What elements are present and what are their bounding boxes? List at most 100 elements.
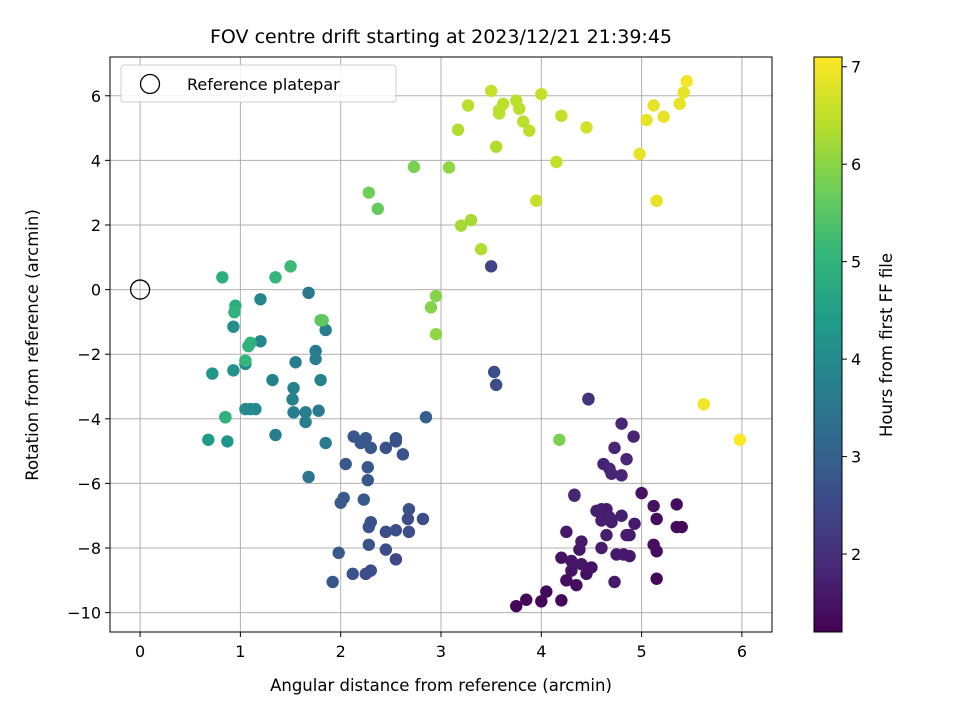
data-point — [254, 335, 267, 348]
data-point — [585, 561, 598, 574]
data-point — [389, 553, 403, 566]
data-point — [575, 557, 588, 571]
data-point — [520, 593, 533, 606]
reference-point-marker — [129, 279, 151, 300]
y-tick-label: −2 — [77, 345, 101, 364]
data-point — [582, 392, 595, 405]
data-point — [326, 575, 339, 589]
data-point — [402, 503, 416, 516]
data-point — [334, 496, 347, 509]
data-point — [312, 404, 325, 417]
y-tick-label: 6 — [91, 87, 101, 106]
data-point — [299, 406, 312, 419]
chart-title: FOV centre drift starting at 2023/12/21 … — [210, 26, 672, 48]
data-point — [555, 109, 568, 122]
data-point — [496, 97, 510, 111]
data-point — [299, 415, 312, 429]
data-point — [650, 512, 663, 526]
data-point — [228, 305, 241, 319]
data-point — [461, 99, 475, 112]
data-point — [615, 509, 628, 522]
data-point — [339, 457, 352, 471]
data-point — [389, 431, 403, 445]
y-tick-label: −4 — [77, 410, 101, 429]
x-tick-label: 6 — [737, 642, 747, 661]
data-point — [553, 433, 566, 446]
grid — [110, 57, 772, 632]
data-point — [429, 289, 443, 303]
data-point — [451, 123, 465, 136]
data-point — [657, 110, 670, 123]
colorbar-label: Hours from first FF file — [877, 253, 896, 437]
data-point — [555, 594, 568, 607]
data-point — [697, 398, 710, 411]
data-point — [254, 293, 267, 306]
data-point — [302, 286, 315, 300]
data-point — [389, 524, 403, 537]
y-tick-label: −6 — [77, 474, 101, 493]
data-point — [570, 578, 583, 592]
data-point — [249, 402, 262, 416]
data-point — [371, 202, 385, 216]
data-point — [635, 486, 648, 500]
data-point — [424, 301, 438, 314]
data-point — [595, 541, 608, 555]
data-point — [615, 417, 628, 430]
colorbar-tick-label: 4 — [851, 350, 861, 369]
y-tick-label: 0 — [91, 281, 101, 300]
y-axis-ticks: −10 −8 −6 −4 −2 0 2 4 6 — [67, 87, 110, 623]
y-tick-label: 2 — [91, 216, 101, 235]
data-point — [540, 585, 553, 598]
data-point — [362, 186, 375, 199]
data-point — [407, 160, 421, 174]
data-point — [575, 535, 588, 548]
y-tick-label: −10 — [67, 604, 101, 623]
data-point — [560, 574, 573, 587]
data-point — [650, 545, 663, 558]
data-point — [590, 504, 603, 518]
data-point — [202, 433, 215, 446]
data-point — [605, 467, 618, 480]
data-point — [608, 441, 621, 455]
data-point — [396, 448, 410, 461]
x-tick-label: 0 — [135, 642, 145, 661]
data-point — [650, 572, 663, 585]
colorbar-tick-label: 5 — [851, 253, 861, 272]
data-point — [364, 564, 377, 577]
data-point — [332, 546, 345, 560]
colorbar: 2 3 4 5 6 7 Hours from first FF file — [813, 56, 896, 633]
data-point — [489, 140, 503, 154]
data-point — [620, 528, 633, 542]
data-point — [675, 520, 688, 534]
data-point — [284, 260, 297, 273]
x-tick-label: 5 — [637, 642, 647, 661]
x-axis-ticks: 0 1 2 3 4 5 6 — [135, 632, 747, 661]
data-point — [535, 595, 548, 608]
data-point — [359, 431, 372, 445]
data-point — [379, 525, 393, 539]
data-points — [129, 75, 747, 613]
data-point — [523, 124, 536, 137]
data-point — [289, 356, 302, 369]
data-point — [419, 410, 433, 424]
data-point — [429, 327, 443, 341]
data-point — [733, 433, 747, 446]
data-point — [627, 430, 640, 443]
data-point — [673, 97, 686, 111]
data-point — [650, 194, 663, 207]
data-point — [603, 511, 616, 524]
x-tick-label: 4 — [536, 642, 546, 661]
data-point — [286, 393, 299, 406]
data-point — [362, 538, 375, 551]
data-point — [227, 320, 240, 333]
y-tick-label: 4 — [91, 151, 101, 170]
data-point — [314, 373, 327, 387]
data-point — [316, 314, 329, 327]
data-point — [402, 525, 416, 539]
x-tick-label: 3 — [436, 642, 446, 661]
data-point — [513, 102, 526, 115]
data-point — [565, 554, 578, 568]
data-point — [361, 473, 374, 487]
data-point — [677, 86, 690, 99]
